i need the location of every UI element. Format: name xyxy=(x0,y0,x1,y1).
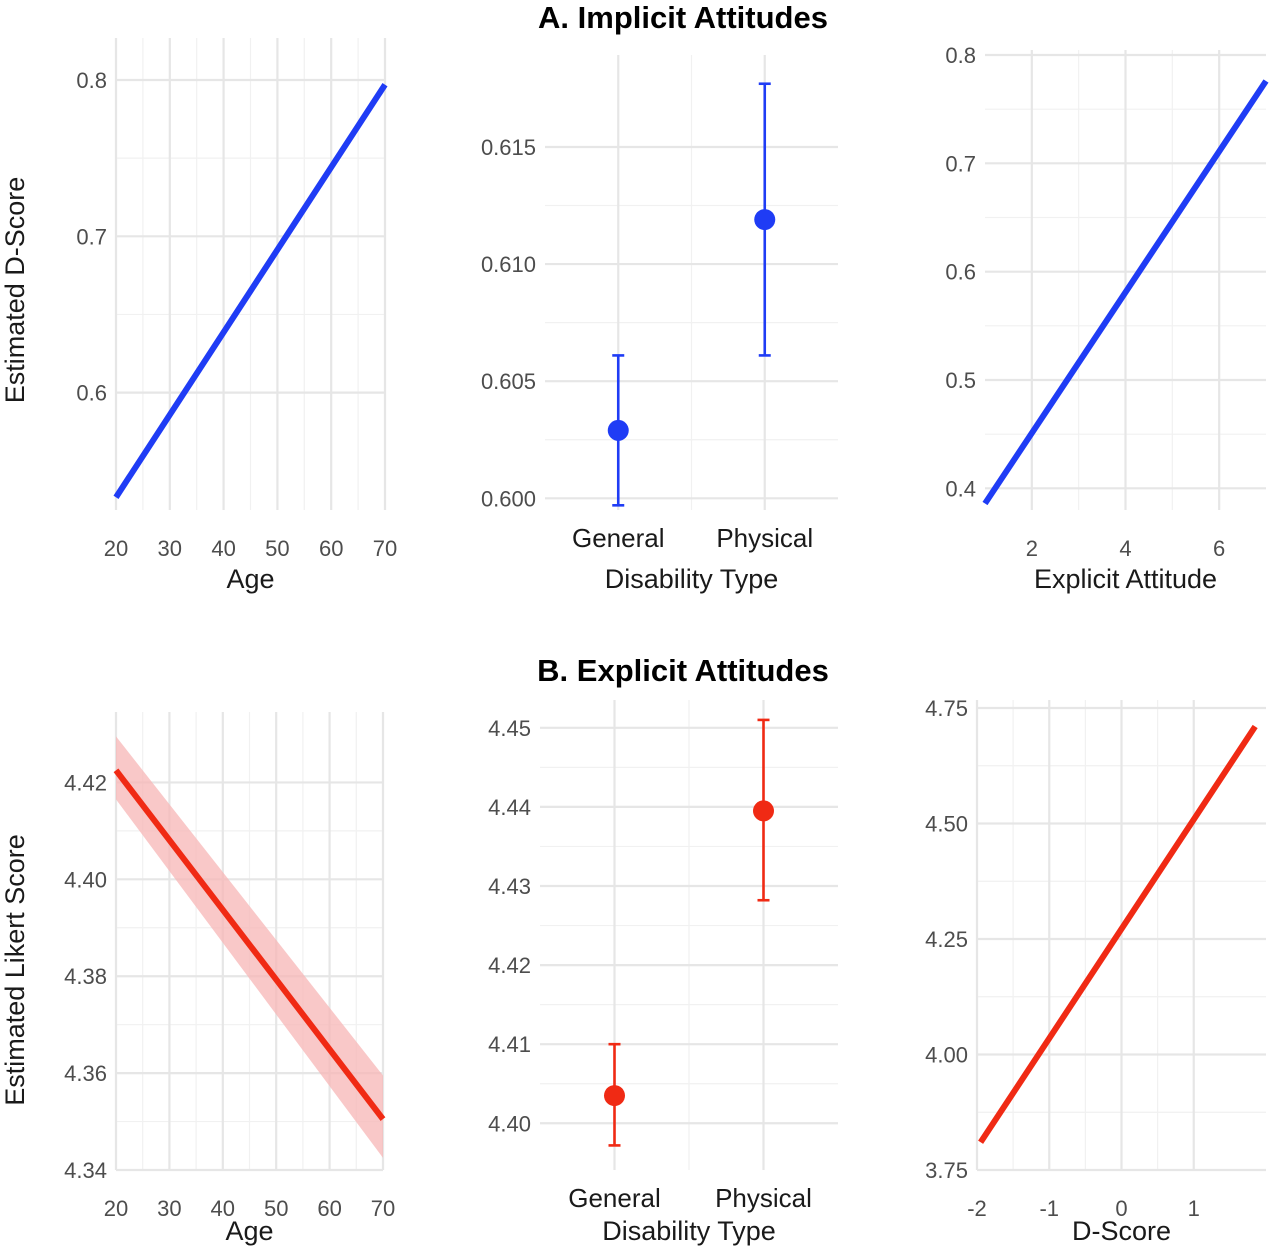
x-tick-label: 40 xyxy=(211,536,235,561)
panel-a2: General Physical 0.600 0.605 0.610 0.615 Disab… xyxy=(481,55,838,594)
x-tick-label: 2 xyxy=(1026,536,1038,561)
category-label: General xyxy=(568,1183,661,1213)
x-tick-label: 60 xyxy=(319,536,343,561)
x-tick-label: -2 xyxy=(967,1196,987,1221)
x-axis-label: D-Score xyxy=(1072,1216,1171,1246)
y-tick-label: 4.45 xyxy=(488,716,531,741)
x-axis-label: Disability Type xyxy=(605,564,779,594)
x-tick-label: 70 xyxy=(373,536,397,561)
estimate-point xyxy=(604,1085,625,1107)
x-tick-label: 1 xyxy=(1188,1196,1200,1221)
x-tick-label: 0 xyxy=(1115,1196,1127,1221)
y-tick-label: 0.605 xyxy=(481,369,536,394)
fit-line xyxy=(113,768,386,1121)
y-tick-label: 4.41 xyxy=(488,1032,531,1057)
y-tick-label: 4.34 xyxy=(64,1158,107,1183)
y-tick-label: 4.43 xyxy=(488,874,531,899)
x-axis-label: Age xyxy=(225,1216,273,1246)
estimate-point xyxy=(607,419,629,441)
x-tick-label: 40 xyxy=(211,1196,235,1221)
x-tick-label: 30 xyxy=(157,1196,181,1221)
y-tick-label: 0.8 xyxy=(76,68,107,93)
x-axis-label: Age xyxy=(226,564,274,594)
y-tick-label: 0.5 xyxy=(945,368,976,393)
category-label: Physical xyxy=(716,523,813,553)
fit-line xyxy=(113,83,388,499)
y-tick-label: 0.600 xyxy=(481,486,536,511)
y-tick-label: 4.36 xyxy=(64,1061,107,1086)
x-tick-label: 6 xyxy=(1213,536,1225,561)
panel-b3: -2 -1 0 1 3.75 4.00 4.25 4.50 4.75 D-Score xyxy=(925,696,1266,1246)
y-tick-label: 3.75 xyxy=(925,1158,968,1183)
y-tick-label: 4.40 xyxy=(488,1111,531,1136)
x-tick-label: 50 xyxy=(264,1196,288,1221)
x-tick-label: 4 xyxy=(1119,536,1131,561)
y-tick-label: 0.7 xyxy=(76,224,107,249)
category-label: Physical xyxy=(715,1183,812,1213)
y-tick-label: 0.610 xyxy=(481,252,536,277)
x-tick-label: 20 xyxy=(104,536,128,561)
y-tick-label: 4.42 xyxy=(488,953,531,978)
y-tick-label: 0.4 xyxy=(945,476,976,501)
x-tick-label: 30 xyxy=(158,536,182,561)
x-tick-label: -1 xyxy=(1039,1196,1059,1221)
y-tick-label: 0.6 xyxy=(76,381,107,406)
panel-a1: 20 30 40 50 60 70 0.6 0.7 0.8 Age Estimated D-Scor… xyxy=(0,38,397,594)
y-tick-label: 4.42 xyxy=(64,770,107,795)
panel-title-a: A. Implicit Attitudes xyxy=(538,0,828,35)
x-tick-label: 50 xyxy=(265,536,289,561)
y-tick-label: 0.7 xyxy=(945,151,976,176)
x-axis-label: Explicit Attitude xyxy=(1034,564,1217,594)
category-label: General xyxy=(572,523,665,553)
estimate-point xyxy=(754,209,776,231)
y-tick-label: 4.25 xyxy=(925,927,968,952)
y-tick-label: 0.6 xyxy=(945,260,976,285)
y-tick-label: 0.8 xyxy=(945,43,976,68)
y-tick-label: 4.40 xyxy=(64,867,107,892)
x-tick-label: 20 xyxy=(104,1196,128,1221)
estimate-point xyxy=(753,800,774,822)
panel-b2: General Physical 4.40 4.41 4.42 4.43 4.44 4.45 D… xyxy=(488,700,838,1246)
fit-line xyxy=(982,79,1269,506)
y-tick-label: 4.00 xyxy=(925,1043,968,1068)
y-tick-label: 0.615 xyxy=(481,135,536,160)
y-tick-label: 4.44 xyxy=(488,795,531,820)
y-tick-label: 4.50 xyxy=(925,812,968,837)
fit-line xyxy=(978,724,1258,1144)
y-axis-label: Estimated D-Score xyxy=(0,177,30,404)
panel-b1: 20 30 40 50 60 70 4.34 4.36 4.38 4.40 4.42 Age Estim… xyxy=(0,712,395,1246)
y-tick-label: 4.75 xyxy=(925,696,968,721)
y-axis-label: Estimated Likert Score xyxy=(0,834,30,1106)
x-tick-label: 60 xyxy=(317,1196,341,1221)
x-tick-label: 70 xyxy=(371,1196,395,1221)
x-axis-label: Disability Type xyxy=(602,1216,776,1246)
y-tick-label: 4.38 xyxy=(64,964,107,989)
panel-a3: 2 4 6 0.4 0.5 0.6 0.7 0.8 Explicit Attitude xyxy=(945,43,1269,594)
panel-title-b: B. Explicit Attitudes xyxy=(537,653,829,688)
